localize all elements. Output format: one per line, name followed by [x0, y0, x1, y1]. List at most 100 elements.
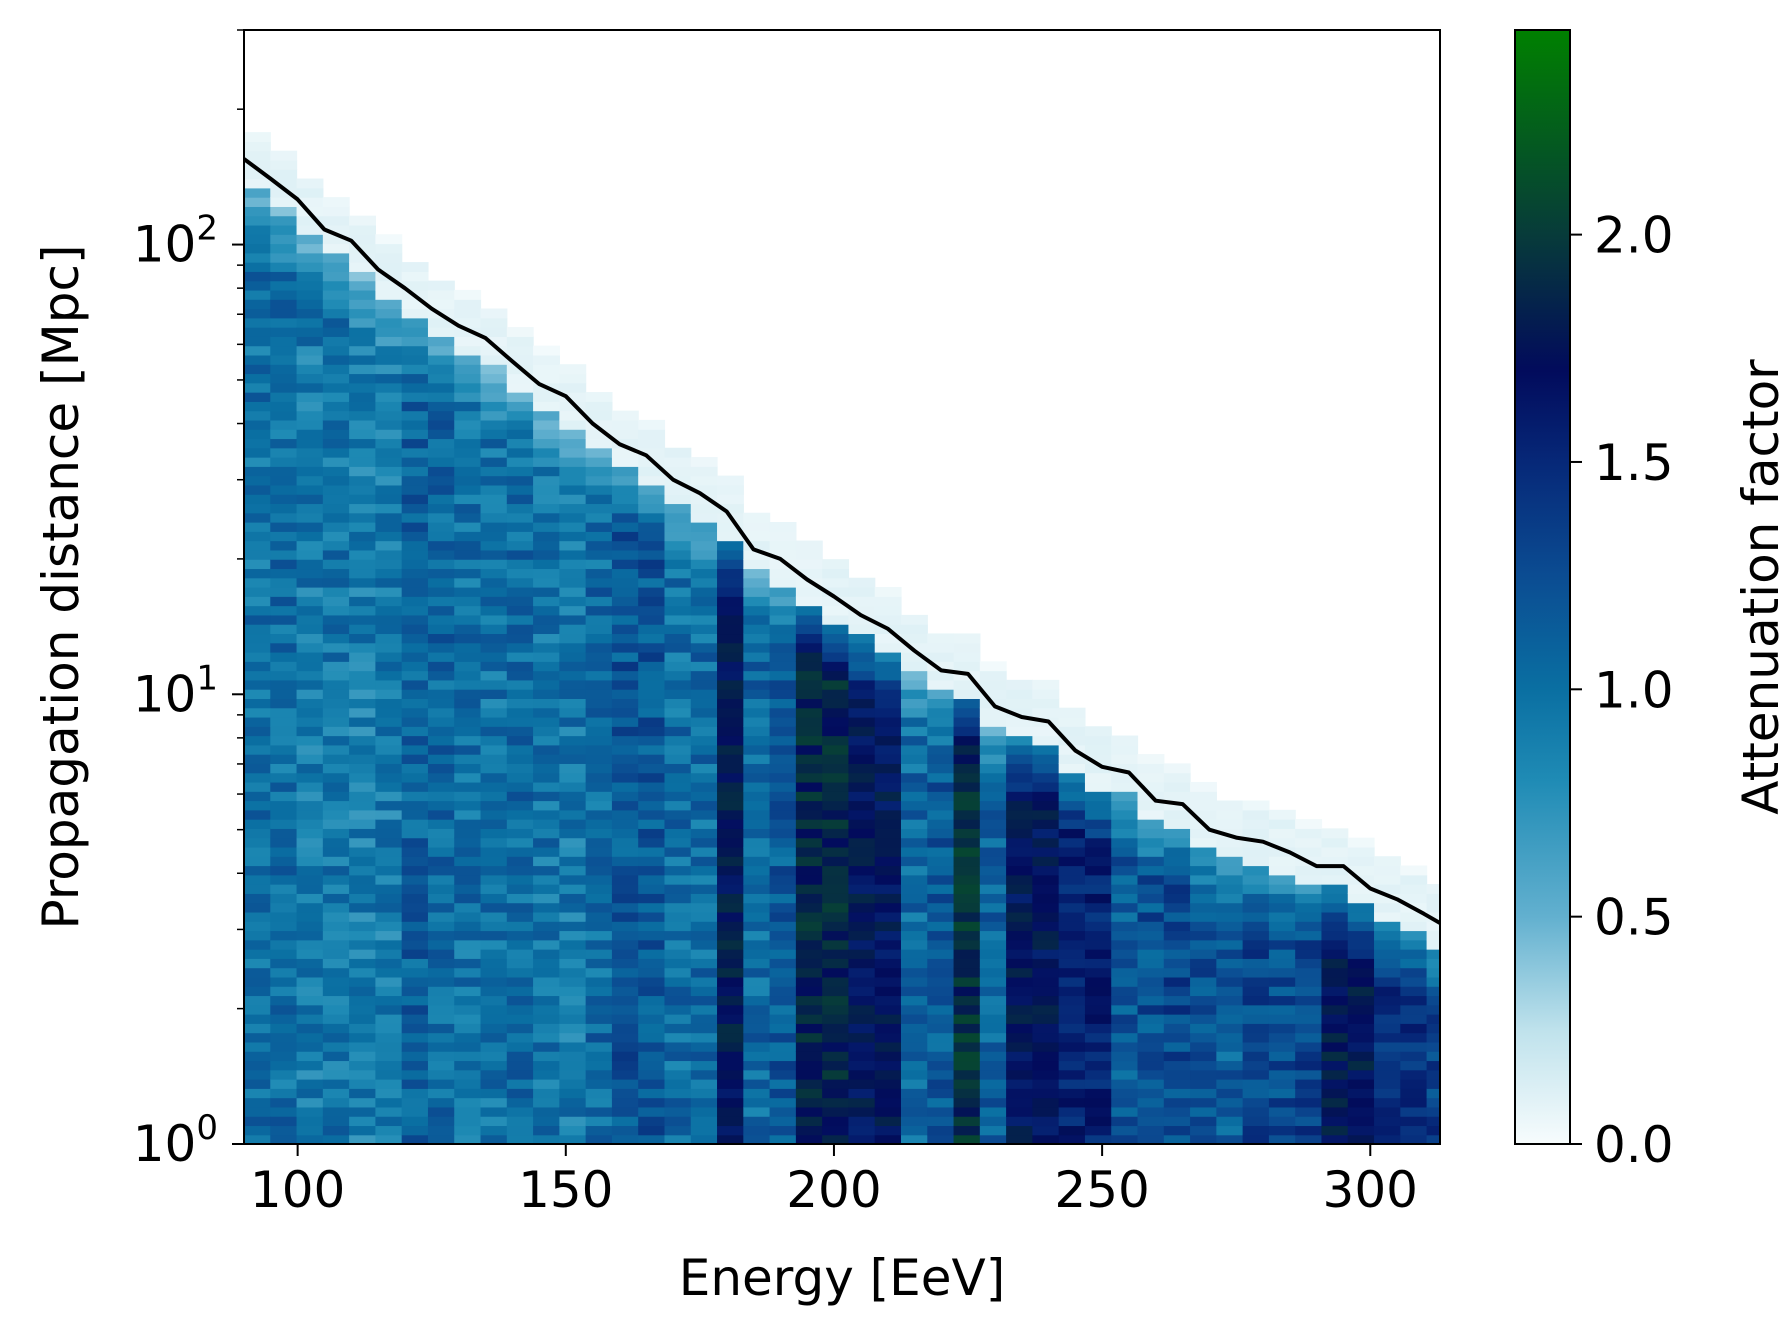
heatmap-cell [1268, 911, 1296, 922]
heatmap-cell [1032, 986, 1060, 997]
heatmap-cell [506, 1051, 534, 1062]
heatmap-cell [638, 976, 666, 987]
heatmap-cell [427, 735, 455, 746]
heatmap-cell [1347, 976, 1375, 987]
heatmap-cell [585, 457, 613, 467]
heatmap-cell [1347, 939, 1375, 950]
heatmap-cell [480, 484, 508, 495]
heatmap-cell [901, 800, 928, 811]
heatmap-cell [427, 884, 455, 894]
heatmap-cell [1006, 1125, 1033, 1136]
heatmap-cell [638, 540, 666, 551]
heatmap-cell [717, 1032, 744, 1043]
heatmap-cell [375, 986, 403, 997]
heatmap-cell [717, 679, 744, 690]
heatmap-cell [979, 995, 1007, 1006]
heatmap-cell [244, 1088, 271, 1099]
heatmap-cell [769, 698, 797, 709]
heatmap-cell [270, 234, 298, 245]
heatmap-cell [664, 716, 692, 727]
heatmap-cell [769, 1116, 797, 1127]
heatmap-cell [296, 531, 324, 542]
heatmap-cell [795, 549, 823, 560]
heatmap-cell [296, 735, 324, 746]
heatmap-cell [874, 958, 902, 969]
heatmap-cell [322, 679, 350, 690]
heatmap-cell [717, 902, 744, 913]
heatmap-cell [1190, 1125, 1217, 1136]
heatmap-cell [375, 1023, 403, 1034]
heatmap-cell [322, 893, 350, 904]
heatmap-cell [533, 1060, 560, 1071]
heatmap-cell [1347, 846, 1375, 857]
heatmap-cell [1058, 1125, 1086, 1136]
heatmap-cell [427, 809, 455, 820]
heatmap-cell [1295, 1032, 1323, 1043]
heatmap-cell [953, 744, 981, 755]
heatmap-cell [296, 605, 324, 616]
heatmap-cell [454, 837, 482, 848]
heatmap-cell [270, 791, 298, 802]
heatmap-cell [979, 1032, 1007, 1043]
heatmap-cell [1190, 1079, 1217, 1089]
heatmap-cell [270, 1125, 298, 1136]
heatmap-cell [454, 1069, 482, 1080]
heatmap-cell [1426, 902, 1440, 913]
heatmap-cell [901, 976, 928, 987]
heatmap-cell [690, 679, 718, 690]
heatmap-cell [349, 410, 376, 421]
heatmap-cell [270, 781, 298, 792]
heatmap-cell [611, 494, 639, 505]
heatmap-cell [611, 549, 639, 560]
heatmap-cell [769, 958, 797, 969]
heatmap-cell [1268, 1014, 1296, 1024]
heatmap-cell [296, 457, 324, 467]
heatmap-cell [533, 1088, 560, 1099]
heatmap-cell [349, 958, 376, 969]
heatmap-cell [795, 902, 823, 913]
heatmap-cell [480, 921, 508, 932]
heatmap-cell [270, 800, 298, 811]
heatmap-cell [296, 856, 324, 867]
heatmap-cell [743, 1032, 771, 1043]
heatmap-cell [559, 642, 587, 653]
heatmap-cell [638, 605, 666, 616]
heatmap-cell [427, 345, 455, 356]
heatmap-cell [375, 828, 403, 839]
heatmap-cell [322, 540, 350, 551]
heatmap-cell [322, 382, 350, 393]
heatmap-cell [1190, 976, 1217, 987]
heatmap-cell [1137, 809, 1165, 820]
heatmap-cell [349, 1134, 376, 1144]
heatmap-cell [927, 1032, 955, 1043]
heatmap-cell [296, 949, 324, 959]
heatmap-cell [533, 893, 560, 904]
heatmap-cell [480, 763, 508, 774]
heatmap-cell [1137, 754, 1165, 764]
heatmap-cell [1190, 1004, 1217, 1015]
heatmap-cell [559, 475, 587, 486]
heatmap-cell [1242, 921, 1270, 932]
heatmap-cell [795, 1069, 823, 1080]
heatmap-cell [979, 893, 1007, 904]
heatmap-cell [1321, 893, 1349, 904]
heatmap-cell [585, 1097, 613, 1108]
heatmap-cell [1190, 1023, 1217, 1034]
heatmap-cell [927, 1060, 955, 1071]
heatmap-cell [427, 512, 455, 523]
heatmap-cell [244, 902, 271, 913]
heatmap-cell [559, 726, 587, 737]
heatmap-cell [717, 967, 744, 978]
heatmap-cell [1347, 911, 1375, 922]
x-tick-label: 150 [518, 1161, 613, 1219]
heatmap-cell [953, 986, 981, 997]
heatmap-cell [822, 911, 850, 922]
heatmap-cell [795, 679, 823, 690]
heatmap-cell [1400, 1079, 1428, 1089]
heatmap-cell [533, 986, 560, 997]
heatmap-cell [638, 772, 666, 783]
heatmap-cell [927, 744, 955, 755]
plot-frame [243, 29, 1441, 1145]
heatmap-cell [1006, 967, 1033, 978]
heatmap-cell [822, 809, 850, 820]
